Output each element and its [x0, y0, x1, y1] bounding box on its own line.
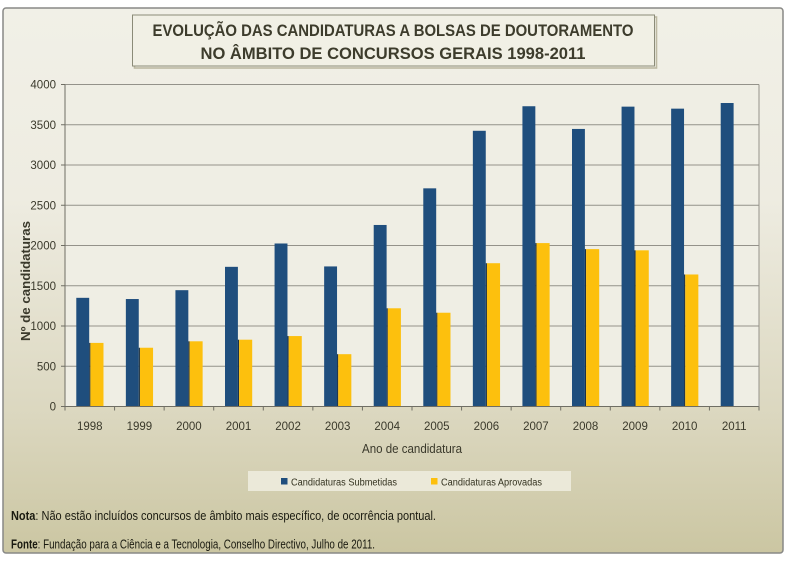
svg-text:Fonte: Fundação para a Ciência: Fonte: Fundação para a Ciência e a Tecno… [11, 537, 375, 552]
svg-text:NO ÂMBITO DE CONCURSOS GERAIS: NO ÂMBITO DE CONCURSOS GERAIS 1998-2011 [201, 44, 586, 63]
svg-text:2008: 2008 [573, 421, 599, 433]
svg-text:Nº de candidaturas: Nº de candidaturas [19, 221, 33, 341]
svg-text:2007: 2007 [523, 421, 549, 433]
svg-text:2500: 2500 [30, 200, 56, 212]
svg-text:EVOLUÇÃO DAS CANDIDATURAS A BO: EVOLUÇÃO DAS CANDIDATURAS A BOLSAS DE DO… [153, 20, 634, 40]
svg-text:2000: 2000 [176, 421, 202, 433]
svg-text:1999: 1999 [127, 421, 153, 433]
svg-text:Nota: Não estão incluídos conc: Nota: Não estão incluídos concursos de â… [11, 508, 436, 523]
svg-text:Ano de candidatura: Ano de candidatura [362, 441, 463, 456]
svg-text:3000: 3000 [30, 160, 56, 172]
svg-text:2004: 2004 [374, 421, 400, 433]
svg-text:2000: 2000 [30, 241, 56, 253]
svg-text:2003: 2003 [325, 421, 351, 433]
svg-text:2010: 2010 [672, 421, 698, 433]
svg-text:1998: 1998 [77, 421, 103, 433]
svg-text:4000: 4000 [30, 80, 56, 92]
svg-text:Candidaturas Submetidas: Candidaturas Submetidas [291, 478, 397, 489]
svg-text:2006: 2006 [474, 421, 500, 433]
svg-text:500: 500 [37, 361, 56, 373]
svg-text:1500: 1500 [30, 281, 56, 293]
svg-text:2002: 2002 [275, 421, 301, 433]
svg-text:3500: 3500 [30, 120, 56, 132]
svg-text:2005: 2005 [424, 421, 450, 433]
svg-text:Candidaturas Aprovadas: Candidaturas Aprovadas [441, 478, 542, 489]
svg-text:2001: 2001 [226, 421, 252, 433]
svg-text:0: 0 [50, 402, 56, 414]
svg-text:2009: 2009 [622, 421, 648, 433]
svg-text:2011: 2011 [722, 421, 747, 433]
svg-text:1000: 1000 [30, 321, 56, 333]
